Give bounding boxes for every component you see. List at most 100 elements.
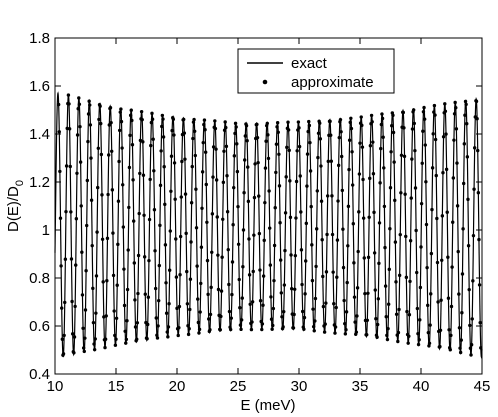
series-approximate-point xyxy=(136,291,140,296)
series-approximate-point xyxy=(451,220,455,224)
series-approximate-point xyxy=(246,165,250,169)
series-approximate-point xyxy=(215,215,219,219)
series-approximate-point xyxy=(304,259,308,263)
series-approximate-point xyxy=(380,116,385,121)
series-approximate-point xyxy=(407,334,411,338)
series-approximate-point xyxy=(468,323,472,328)
series-approximate-point xyxy=(221,217,225,221)
series-approximate-point xyxy=(300,309,305,314)
series-approximate-point xyxy=(108,106,113,110)
series-approximate-point xyxy=(180,159,184,164)
y-tick-label: 0.4 xyxy=(29,366,50,383)
series-approximate-point xyxy=(150,111,154,116)
series-approximate-point xyxy=(438,328,443,333)
series-approximate-point xyxy=(149,143,153,148)
series-approximate-point xyxy=(309,204,313,209)
series-approximate-point xyxy=(385,337,390,342)
series-approximate-point xyxy=(469,353,473,357)
series-approximate-point xyxy=(362,256,366,260)
series-approximate-point xyxy=(368,176,372,181)
series-approximate-point xyxy=(100,237,105,241)
series-approximate-point xyxy=(464,102,468,107)
series-approximate-point xyxy=(142,213,146,218)
series-approximate-point xyxy=(121,225,126,229)
series-approximate-point xyxy=(241,228,246,232)
series-approximate-point xyxy=(126,248,130,252)
series-approximate-point xyxy=(120,146,124,150)
series-approximate-point xyxy=(67,127,72,131)
series-approximate-point xyxy=(446,296,451,300)
series-approximate-point xyxy=(196,320,201,325)
series-approximate-point xyxy=(196,297,200,301)
series-approximate-point xyxy=(84,268,88,273)
series-approximate-point xyxy=(226,247,230,252)
series-approximate-point xyxy=(308,140,312,145)
series-approximate-point xyxy=(386,326,390,331)
series-approximate-point xyxy=(414,228,418,233)
series-approximate-point xyxy=(328,119,332,124)
series-approximate-point xyxy=(354,330,359,334)
series-approximate-point xyxy=(418,318,422,322)
series-approximate-point xyxy=(233,121,238,126)
series-approximate-point xyxy=(98,104,102,108)
series-approximate-point xyxy=(462,142,467,146)
series-approximate-point xyxy=(307,123,312,128)
x-tick-label: 40 xyxy=(413,378,430,395)
y-axis-label-subscript: 0 xyxy=(14,180,26,186)
series-approximate-point xyxy=(284,175,288,179)
series-approximate-point xyxy=(406,341,410,345)
series-approximate-point xyxy=(170,128,174,133)
series-approximate-point xyxy=(125,319,129,323)
series-approximate-point xyxy=(409,196,413,200)
series-approximate-point xyxy=(122,303,127,308)
series-approximate-point xyxy=(316,131,321,136)
series-approximate-point xyxy=(60,337,65,341)
series-approximate-point xyxy=(78,124,82,129)
series-approximate-point xyxy=(110,149,114,153)
series-approximate-point xyxy=(257,194,261,198)
series-approximate-point xyxy=(335,275,339,279)
series-approximate-point xyxy=(133,298,137,302)
series-approximate-point xyxy=(146,322,150,327)
series-approximate-point xyxy=(222,128,227,132)
series-approximate-point xyxy=(391,130,396,135)
series-approximate-point xyxy=(450,265,454,269)
series-approximate-point xyxy=(377,261,381,266)
series-approximate-point xyxy=(135,321,140,325)
series-approximate-point xyxy=(477,283,482,287)
series-approximate-point xyxy=(444,132,448,136)
series-approximate-point xyxy=(463,99,468,104)
series-approximate-point xyxy=(427,341,432,345)
series-approximate-point xyxy=(337,135,341,140)
x-tick-label: 20 xyxy=(169,378,186,395)
series-approximate-point xyxy=(412,121,416,126)
series-approximate-point xyxy=(345,280,349,285)
series-approximate-point xyxy=(440,258,444,262)
series-approximate-point xyxy=(176,333,180,338)
series-approximate-point xyxy=(476,148,480,153)
series-approximate-point xyxy=(232,154,237,158)
series-approximate-point xyxy=(185,269,189,274)
series-approximate-point xyxy=(197,331,201,335)
series-approximate-point xyxy=(368,144,373,148)
series-approximate-point xyxy=(472,146,477,150)
series-approximate-point xyxy=(366,255,371,260)
series-approximate-point xyxy=(72,335,77,339)
x-tick-label: 15 xyxy=(108,378,125,395)
series-approximate-point xyxy=(122,267,126,271)
series-approximate-point xyxy=(91,320,96,325)
series-approximate-point xyxy=(260,327,264,332)
series-approximate-point xyxy=(187,327,191,331)
series-approximate-point xyxy=(343,332,348,336)
series-approximate-point xyxy=(256,160,260,165)
series-approximate-point xyxy=(372,251,377,255)
series-approximate-point xyxy=(274,170,278,175)
series-approximate-point xyxy=(265,121,269,126)
series-approximate-point xyxy=(258,299,263,303)
series-approximate-point xyxy=(231,222,235,227)
series-approximate-point xyxy=(322,330,327,334)
series-approximate-point xyxy=(416,342,421,347)
series-approximate-point xyxy=(261,274,266,278)
series-approximate-point xyxy=(64,164,69,168)
